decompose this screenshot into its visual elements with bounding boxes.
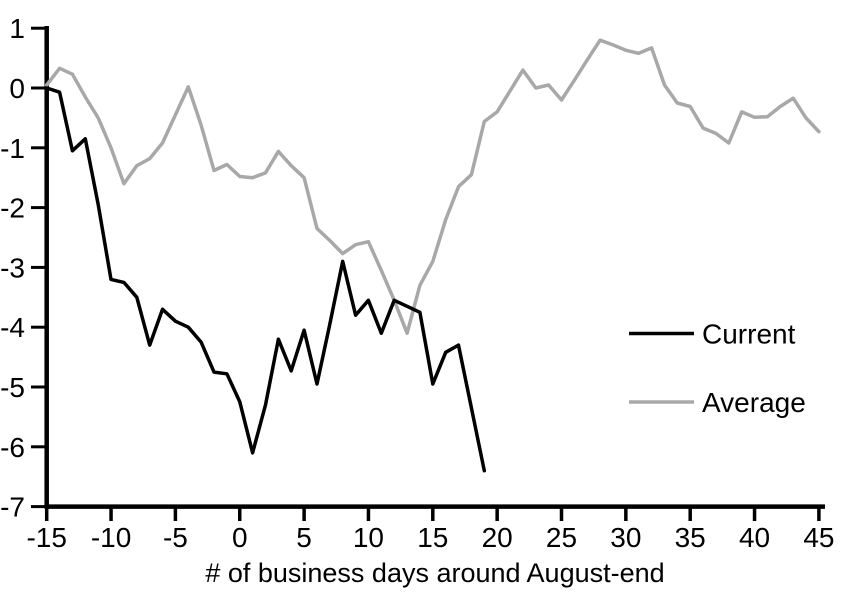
y-tick-label: -2 <box>0 193 25 224</box>
y-tick-label: -4 <box>0 312 25 343</box>
x-tick-label: 0 <box>232 522 248 553</box>
y-axis-ticks: 1 0 -1 -2 -3 -4 -5 -6 -7 <box>0 13 47 523</box>
x-axis-title: # of business days around August-end <box>205 558 664 588</box>
legend: Current Average <box>629 319 806 418</box>
y-tick-label: 0 <box>9 73 25 104</box>
x-tick-label: 10 <box>353 522 384 553</box>
x-tick-label: 35 <box>675 522 706 553</box>
x-axis-ticks: -15 -10 -5 0 5 10 15 20 25 30 35 40 45 <box>26 506 834 553</box>
y-tick-label: -1 <box>0 133 25 164</box>
x-tick-label: 30 <box>610 522 641 553</box>
average-series-line <box>44 38 821 335</box>
y-tick-label: -7 <box>0 492 25 523</box>
y-tick-label: -3 <box>0 252 25 283</box>
x-tick-label: 45 <box>803 522 834 553</box>
x-tick-label: 40 <box>739 522 770 553</box>
legend-current-label: Current <box>702 319 796 350</box>
x-tick-label: 25 <box>546 522 577 553</box>
x-tick-label: -10 <box>91 522 131 553</box>
x-tick-label: -15 <box>26 522 66 553</box>
y-tick-label: -5 <box>0 372 25 403</box>
series-group <box>44 38 821 473</box>
legend-average-label: Average <box>702 387 806 418</box>
y-tick-label: -6 <box>0 432 25 463</box>
x-tick-label: 20 <box>482 522 513 553</box>
x-tick-label: -5 <box>163 522 188 553</box>
current-series-line <box>44 86 487 473</box>
x-tick-label: 15 <box>417 522 448 553</box>
axes <box>44 26 825 509</box>
x-tick-label: 5 <box>296 522 312 553</box>
y-tick-label: 1 <box>9 13 25 44</box>
